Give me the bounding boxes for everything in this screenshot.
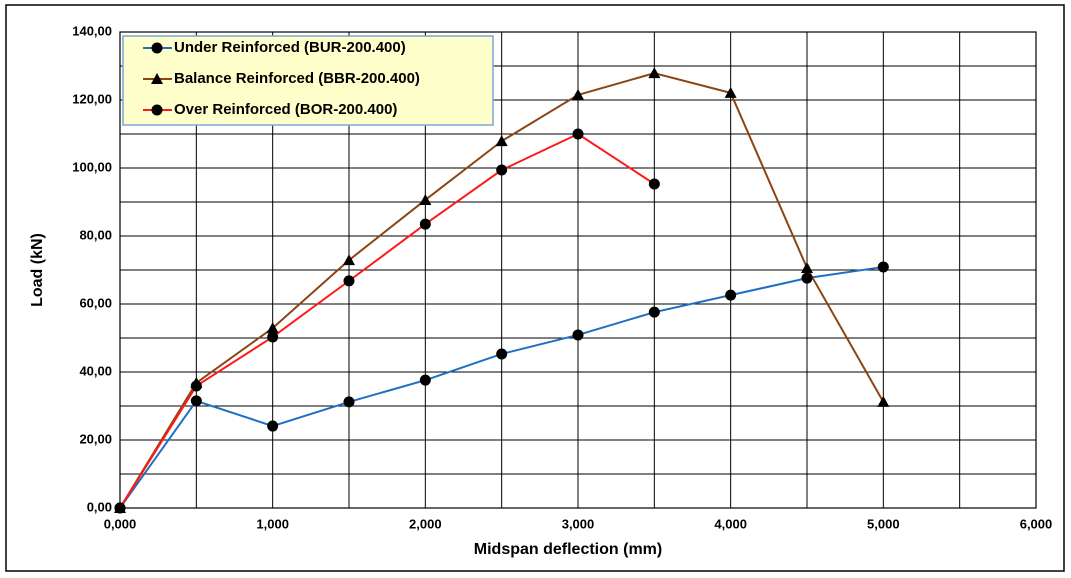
marker <box>419 193 432 205</box>
y-tick-label: 40,00 <box>79 363 112 378</box>
marker <box>114 502 126 514</box>
marker <box>267 331 279 343</box>
legend-label: Over Reinforced (BOR-200.400) <box>174 101 397 118</box>
marker <box>572 329 584 341</box>
marker <box>343 396 355 408</box>
x-tick-label: 1,000 <box>256 516 289 531</box>
legend-marker <box>151 73 163 84</box>
marker <box>572 128 584 140</box>
y-tick-label: 100,00 <box>72 159 112 174</box>
legend-marker <box>151 104 163 116</box>
x-tick-label: 0,000 <box>104 516 137 531</box>
legend-box <box>122 35 494 126</box>
marker <box>496 348 508 360</box>
x-tick-label: 2,000 <box>409 516 442 531</box>
marker <box>877 395 890 407</box>
legend-marker <box>151 42 163 54</box>
x-tick-label: 4,000 <box>714 516 747 531</box>
marker <box>648 67 661 79</box>
x-tick-label: 3,000 <box>562 516 595 531</box>
marker <box>419 374 431 386</box>
marker <box>648 306 660 318</box>
marker <box>267 420 279 432</box>
marker <box>725 289 737 301</box>
marker <box>190 380 202 392</box>
y-tick-label: 60,00 <box>79 295 112 310</box>
marker <box>419 218 431 230</box>
marker <box>801 272 813 284</box>
x-tick-label: 5,000 <box>867 516 900 531</box>
marker <box>343 275 355 287</box>
marker <box>266 322 279 334</box>
marker <box>877 261 889 273</box>
legend: Under Reinforced (BUR-200.400) Balance Re… <box>122 35 494 126</box>
y-axis-title: Load (kN) <box>29 233 46 307</box>
y-tick-label: 120,00 <box>72 91 112 106</box>
y-tick-label: 20,00 <box>79 431 112 446</box>
marker <box>495 135 508 147</box>
marker <box>190 395 202 407</box>
marker <box>343 254 355 266</box>
series-line <box>119 132 655 509</box>
legend-label: Balance Reinforced (BBR-200.400) <box>174 70 420 87</box>
marker <box>496 164 508 176</box>
plot-border <box>119 31 1037 509</box>
y-tick-label: 0,00 <box>87 499 112 514</box>
y-tick-label: 80,00 <box>79 227 112 242</box>
marker <box>724 86 737 98</box>
y-tick-label: 140,00 <box>72 23 112 38</box>
marker <box>801 261 813 273</box>
marker <box>648 178 660 190</box>
marker <box>572 88 584 100</box>
legend-label: Under Reinforced (BUR-200.400) <box>174 39 406 56</box>
x-tick-label: 6,000 <box>1020 516 1053 531</box>
x-axis-title: Midspan deflection (mm) <box>474 541 662 558</box>
